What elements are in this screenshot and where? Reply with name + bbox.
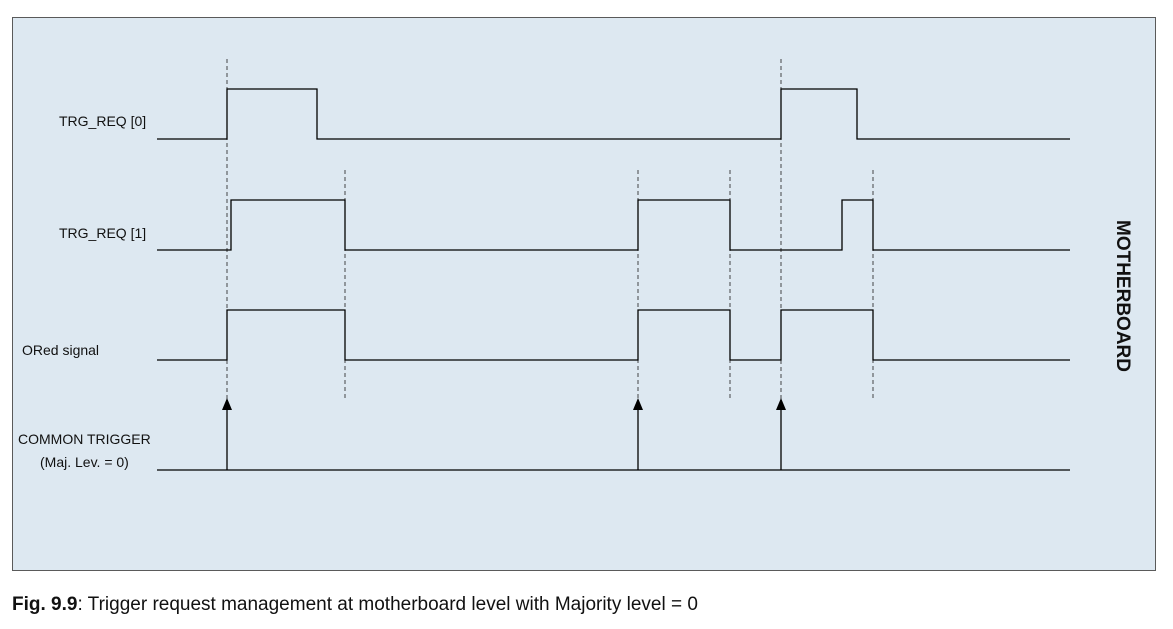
- waveform-trg-req-0: [157, 88, 1070, 140]
- caption-number: Fig. 9.9: [12, 594, 78, 615]
- marker-lines: [226, 59, 874, 400]
- motherboard-label: MOTHERBOARD: [1112, 220, 1133, 372]
- label-majority-level: (Maj. Lev. = 0): [40, 454, 129, 470]
- waveforms: [157, 88, 1070, 471]
- waveform-ored-signal: [157, 309, 1070, 361]
- caption-text: : Trigger request management at motherbo…: [77, 594, 698, 615]
- timing-diagram-panel: [12, 17, 1156, 571]
- label-ored-signal: ORed signal: [22, 342, 99, 358]
- figure-caption: Fig. 9.9: Trigger request management at …: [12, 594, 698, 616]
- label-trg-req-0: TRG_REQ [0]: [59, 113, 146, 129]
- trigger-arrow-2: [633, 398, 643, 410]
- waveform-trg-req-1: [157, 199, 1070, 251]
- label-common-trigger: COMMON TRIGGER: [18, 431, 151, 447]
- trigger-arrow-1: [222, 398, 232, 410]
- trigger-arrow-3: [776, 398, 786, 410]
- label-trg-req-1: TRG_REQ [1]: [59, 225, 146, 241]
